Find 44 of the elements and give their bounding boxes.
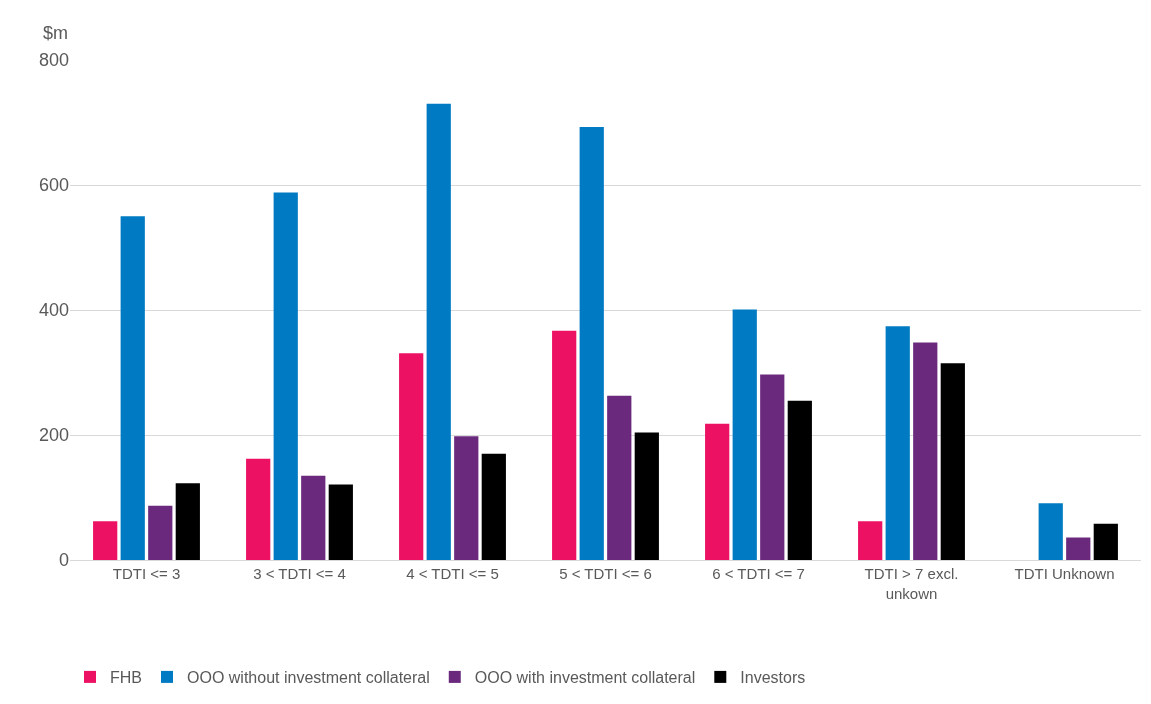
bar bbox=[328, 484, 353, 560]
legend-label: OOO with investment collateral bbox=[474, 669, 696, 687]
bar bbox=[940, 363, 965, 560]
x-tick-label: 6 < TDTI <= 7 bbox=[712, 565, 805, 582]
bar bbox=[273, 192, 298, 560]
bar bbox=[1038, 503, 1063, 560]
bar bbox=[1093, 523, 1118, 560]
x-tick-label: 3 < TDTI <= 4 bbox=[253, 565, 346, 582]
legend-label: FHB bbox=[110, 669, 142, 687]
x-tick-label: TDTI Unknown bbox=[1014, 565, 1115, 582]
bar bbox=[399, 353, 424, 560]
bar bbox=[913, 342, 938, 560]
y-tick-label: 200 bbox=[38, 425, 69, 446]
bar bbox=[552, 330, 577, 560]
x-tick-label: TDTI > 7 excl. unkown bbox=[864, 565, 959, 602]
x-tick-label: TDTI <= 3 bbox=[112, 565, 181, 582]
bar bbox=[93, 521, 118, 560]
bar bbox=[705, 423, 730, 560]
bar bbox=[607, 395, 632, 560]
legend-label: Investors bbox=[740, 669, 806, 687]
x-tick-label: 4 < TDTI <= 5 bbox=[406, 565, 499, 582]
y-tick-label: 400 bbox=[38, 300, 69, 321]
x-tick-label: 5 < TDTI <= 6 bbox=[559, 565, 652, 582]
bar bbox=[858, 521, 883, 560]
bar bbox=[301, 475, 326, 560]
bar bbox=[175, 483, 200, 560]
bar bbox=[120, 216, 145, 560]
y-tick-label: 800 bbox=[38, 50, 69, 71]
bar bbox=[885, 326, 910, 560]
y-axis-title: $m bbox=[43, 23, 69, 43]
y-tick-label: 600 bbox=[38, 175, 69, 196]
bar bbox=[1066, 537, 1091, 560]
bar bbox=[246, 458, 271, 560]
bar bbox=[634, 432, 659, 560]
bar bbox=[148, 505, 173, 560]
bar bbox=[760, 374, 785, 560]
bar bbox=[787, 400, 812, 560]
legend-label: OOO without investment collateral bbox=[187, 669, 430, 687]
y-tick-label: 0 bbox=[58, 550, 69, 571]
bar bbox=[732, 309, 757, 560]
bar bbox=[579, 126, 604, 560]
bar bbox=[426, 103, 451, 560]
bar bbox=[454, 436, 479, 560]
bar bbox=[481, 453, 506, 560]
